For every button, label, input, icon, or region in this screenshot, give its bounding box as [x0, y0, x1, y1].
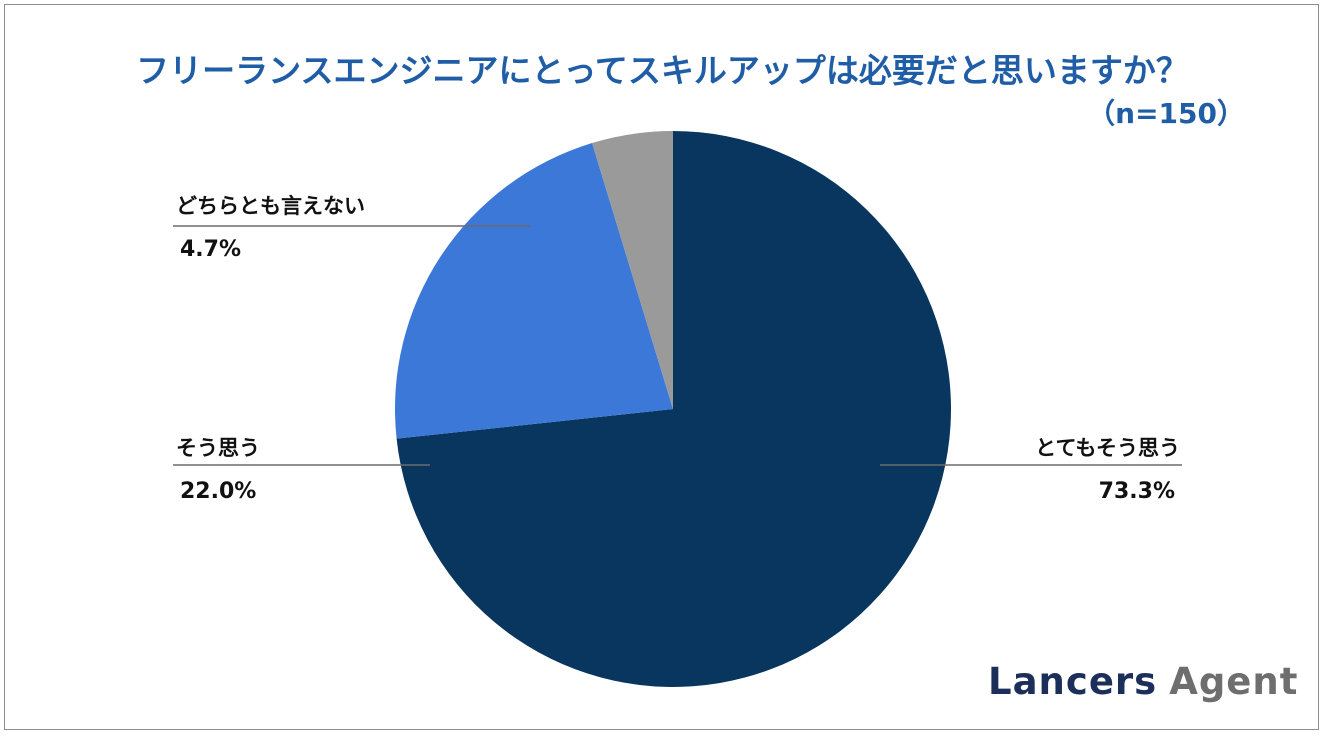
- logo-word-agent: Agent: [1169, 660, 1299, 703]
- pie-slice-1: [394, 143, 673, 439]
- chart-title: フリーランスエンジニアにとってスキルアップは必要だと思いますか？: [136, 51, 1189, 90]
- slice-label-0: とてもそう思う: [1035, 436, 1180, 460]
- pie-slice-2: [592, 131, 673, 409]
- pie-slice-0: [396, 131, 951, 688]
- logo-word-lancers: Lancers: [988, 660, 1158, 703]
- lancers-agent-logo: Lancers Agent: [988, 660, 1298, 703]
- slice-value-2: 4.7%: [180, 237, 242, 262]
- chart-subtitle: （n=150）: [1087, 97, 1245, 130]
- slice-value-0: 73.3%: [1098, 479, 1175, 504]
- slice-value-1: 22.0%: [180, 479, 257, 504]
- slice-label-1: そう思う: [176, 436, 260, 460]
- slice-label-2: どちらとも言えない: [176, 194, 365, 218]
